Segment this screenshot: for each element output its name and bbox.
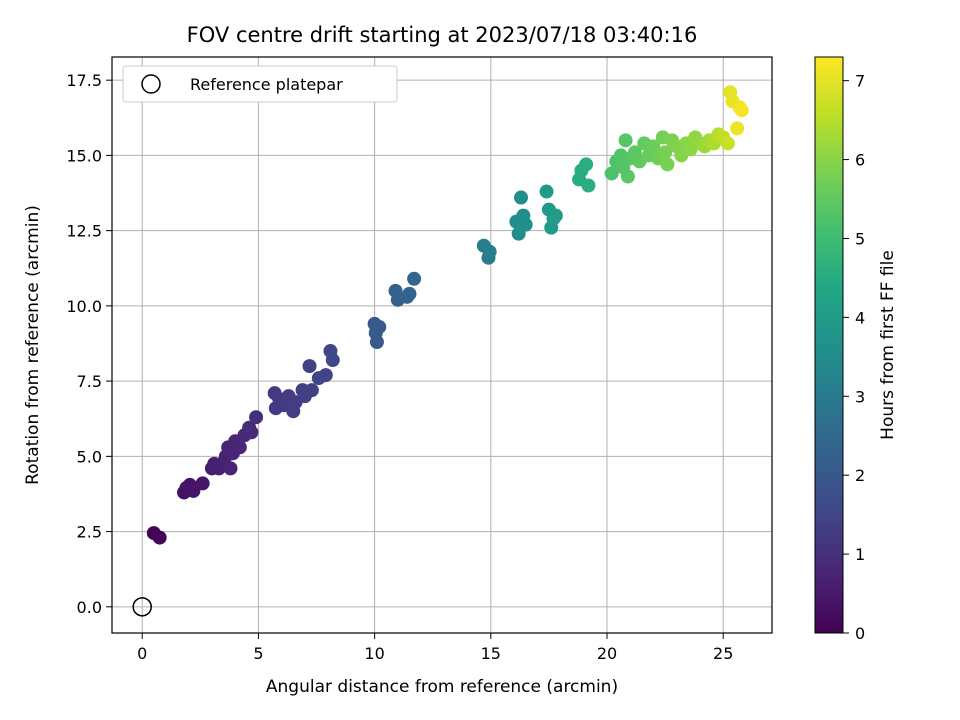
scatter-point: [195, 476, 210, 491]
colorbar-tick-label: 1: [855, 545, 865, 564]
legend: Reference platepar: [122, 65, 398, 103]
colorbar-tick-label: 5: [855, 229, 865, 248]
y-tick-label: 17.5: [66, 71, 102, 90]
y-tick-label: 7.5: [77, 372, 102, 391]
y-tick-label: 15.0: [66, 146, 102, 165]
scatter-point: [720, 136, 735, 151]
colorbar-tick-label: 2: [855, 466, 865, 485]
scatter-point: [734, 103, 749, 118]
scatter-point: [302, 359, 317, 374]
scatter-point: [325, 353, 340, 368]
colorbar-tick-label: 7: [855, 72, 865, 91]
y-tick-label: 2.5: [77, 523, 102, 542]
scatter-point: [604, 166, 619, 181]
scatter-point: [249, 410, 264, 425]
scatter-point: [514, 190, 529, 205]
scatter-point: [232, 440, 247, 455]
scatter-point: [482, 244, 497, 259]
scatter-point: [518, 217, 533, 232]
scatter-point: [579, 157, 594, 172]
scatter-point: [152, 530, 167, 545]
colorbar-ticks: 0 1 2 3 4 5 6 7: [843, 72, 865, 643]
scatter-point: [372, 319, 387, 334]
legend-label: Reference platepar: [190, 75, 343, 94]
x-axis-ticks: 0 5 10 15 20 25: [137, 633, 733, 663]
reference-point-marker: [132, 597, 152, 617]
x-tick-label: 25: [713, 644, 733, 663]
x-tick-label: 5: [253, 644, 263, 663]
scatter-point: [318, 368, 333, 383]
x-axis-label: Angular distance from reference (arcmin): [266, 677, 618, 697]
scatter-point: [660, 157, 675, 172]
scatter-point: [186, 483, 201, 498]
scatter-point: [730, 121, 745, 136]
colorbar-tick-label: 6: [855, 151, 865, 170]
x-tick-label: 10: [364, 644, 384, 663]
y-tick-label: 0.0: [77, 598, 102, 617]
chart-title: FOV centre drift starting at 2023/07/18 …: [187, 23, 698, 47]
scatter-point: [304, 383, 319, 398]
legend-marker-icon: [141, 74, 161, 94]
scatter-point: [658, 145, 673, 160]
legend-box: [122, 65, 398, 103]
scatter-point: [539, 184, 554, 199]
colorbar-tick-label: 0: [855, 624, 865, 643]
scatter-points: [146, 85, 749, 545]
y-tick-label: 12.5: [66, 222, 102, 241]
scatter-point: [223, 461, 238, 476]
scatter-point: [402, 286, 417, 301]
x-tick-label: 0: [137, 644, 147, 663]
colorbar-tick-label: 4: [855, 308, 865, 327]
y-axis-ticks: 0.0 2.5 5.0 7.5 10.0 12.5 15.0 17.5: [66, 71, 112, 617]
scatter-point: [581, 178, 596, 193]
colorbar: [814, 56, 844, 634]
scatter-point: [407, 271, 422, 286]
scatter-point: [548, 208, 563, 223]
plot-frame: [111, 56, 773, 634]
y-tick-label: 10.0: [66, 297, 102, 316]
y-tick-label: 5.0: [77, 447, 102, 466]
scatter-point: [646, 139, 661, 154]
scatter-point: [618, 133, 633, 148]
y-axis-label: Rotation from reference (arcmin): [23, 205, 43, 485]
scatter-point: [620, 169, 635, 184]
colorbar-label: Hours from first FF file: [878, 250, 898, 440]
x-tick-label: 20: [597, 644, 617, 663]
x-tick-label: 15: [481, 644, 501, 663]
scatter-point: [369, 334, 384, 349]
colorbar-tick-label: 3: [855, 387, 865, 406]
scatter-point: [244, 425, 259, 440]
